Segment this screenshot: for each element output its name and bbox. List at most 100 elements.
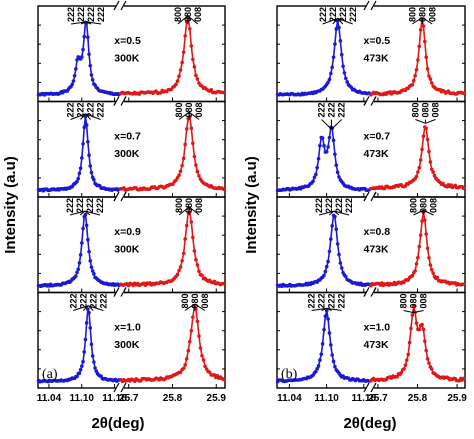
red-data-point — [184, 127, 189, 131]
peak-index-label: 222 — [86, 7, 96, 22]
blue-data-point — [322, 327, 326, 332]
peak-index-label: 222 — [317, 293, 327, 308]
blue-data-point — [344, 76, 348, 81]
peak-index-label: 080 — [190, 293, 200, 308]
blue-data-point — [77, 171, 82, 176]
red-data-point — [184, 356, 189, 361]
red-data-point — [215, 373, 220, 378]
peak-label-leader — [328, 210, 335, 216]
blue-data-point — [81, 226, 85, 231]
blue-data-point — [334, 27, 339, 31]
peak-label-leader — [321, 119, 332, 130]
x-tick-label: 11.04 — [37, 393, 62, 404]
blue-data-point — [326, 80, 330, 85]
red-data-point — [197, 174, 201, 178]
peak-label-leader — [331, 119, 342, 130]
red-data-point — [192, 154, 197, 159]
red-data-point — [406, 352, 410, 357]
peak-label-leader — [322, 17, 338, 25]
red-data-point — [183, 33, 187, 38]
red-data-point — [425, 357, 430, 361]
temperature-label: 300K — [114, 148, 140, 160]
blue-data-point — [334, 163, 339, 167]
blue-data-point — [87, 52, 91, 57]
blue-data-point — [86, 307, 90, 312]
peak-index-label: 222 — [78, 293, 88, 308]
blue-data-point — [333, 42, 337, 46]
red-data-point — [177, 74, 181, 78]
peak-label-leader — [413, 209, 424, 216]
x-axis-title-b: 2θ(deg) — [343, 415, 396, 432]
blue-data-point — [81, 47, 85, 52]
red-data-point — [405, 358, 409, 362]
blue-data-point — [90, 354, 95, 358]
blue-data-point — [88, 326, 93, 330]
blue-data-point — [77, 371, 82, 376]
blue-data-point — [88, 164, 93, 168]
blue-data-point — [326, 259, 330, 264]
axis-break-gap — [116, 287, 124, 298]
blue-data-point — [81, 359, 85, 364]
red-data-point — [221, 377, 226, 382]
blue-data-point — [320, 136, 325, 140]
red-data-point — [428, 160, 433, 164]
blue-data-point — [89, 73, 94, 77]
peak-index-label: 222 — [334, 198, 344, 213]
red-data-point — [403, 363, 408, 367]
red-data-point — [427, 361, 431, 365]
blue-data-point — [92, 177, 96, 182]
peak-index-label: 008 — [427, 7, 437, 22]
peak-index-label: 222 — [317, 102, 327, 117]
axis-break-mark — [370, 0, 377, 11]
red-data-point — [461, 282, 466, 287]
blue-data-point — [93, 366, 97, 370]
red-data-point — [191, 315, 195, 320]
peak-index-label: 222 — [85, 198, 95, 213]
axis-break-gap — [116, 383, 124, 393]
red-data-point — [180, 258, 184, 263]
red-data-point — [192, 64, 197, 69]
axis-break-mark — [363, 287, 370, 297]
panel-tag: (a) — [42, 367, 58, 382]
peak-index-label: 800 — [410, 102, 420, 117]
axis-break-mark — [113, 96, 120, 106]
red-data-point — [410, 82, 415, 87]
red-data-point — [194, 163, 198, 167]
red-data-point — [175, 79, 180, 83]
peak-label-leader — [184, 303, 196, 311]
red-data-point — [414, 67, 419, 72]
red-data-point — [395, 375, 399, 379]
blue-data-point — [318, 143, 322, 148]
blue-data-point — [86, 139, 90, 144]
blue-data-point — [337, 175, 341, 179]
red-data-point — [187, 339, 192, 344]
peak-label-leader — [177, 15, 189, 25]
peak-index-label: 222 — [337, 293, 347, 308]
x-tick-label: 11.16 — [352, 393, 377, 404]
peak-index-label: 222 — [328, 7, 338, 22]
axis-break-mark — [113, 287, 120, 297]
red-data-point — [181, 50, 186, 55]
red-data-point — [431, 271, 435, 275]
peak-label-leader — [70, 113, 86, 120]
temperature-label: 473K — [363, 339, 389, 351]
blue-data-point — [89, 265, 94, 269]
red-data-point — [189, 220, 194, 224]
red-data-point — [195, 77, 200, 81]
x-tick-label: 11.04 — [277, 393, 302, 404]
blue-data-point — [81, 142, 85, 146]
red-data-point — [413, 73, 417, 78]
blue-data-point — [324, 308, 329, 313]
blue-data-point — [83, 212, 88, 217]
red-data-point — [411, 78, 416, 83]
red-data-point — [413, 269, 417, 273]
red-data-point — [423, 39, 427, 44]
red-data-point — [191, 235, 195, 240]
peak-label-leader — [79, 210, 86, 216]
temperature-label: 473K — [363, 243, 389, 255]
blue-data-point — [315, 165, 319, 170]
blue-data-point — [324, 150, 329, 154]
peak-index-label: 222 — [88, 293, 98, 308]
